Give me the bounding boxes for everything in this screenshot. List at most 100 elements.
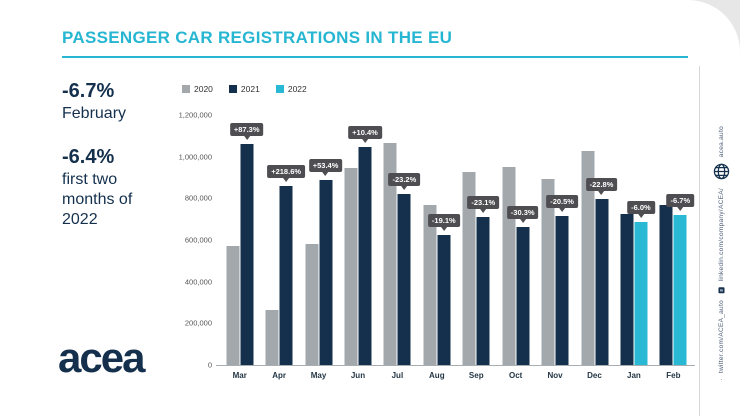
- delta-label-mar: +87.3%: [229, 122, 264, 140]
- chart-legend: 2020 2021 2022: [182, 84, 307, 94]
- bar-2020-oct: [502, 167, 516, 365]
- x-tick-label-mar: Mar: [232, 371, 247, 380]
- highlight-february-label: February: [62, 105, 127, 122]
- legend-swatch-2020: [182, 85, 190, 93]
- globe-icon: [713, 163, 729, 180]
- bar-2021-aug: [437, 235, 451, 365]
- bar-2021-nov: [555, 216, 569, 365]
- delta-label-feb: -6.7%: [666, 193, 695, 211]
- bars-apr: [265, 186, 293, 365]
- x-tick-label-oct: Oct: [508, 371, 523, 380]
- bar-2021-jun: [358, 147, 372, 365]
- month-group-dec: -22.8% Dec: [575, 115, 618, 380]
- acea-logo: acea: [58, 334, 145, 381]
- bars-oct: [502, 167, 530, 365]
- delta-label-pointer: [361, 139, 368, 143]
- x-tick-label-feb: Feb: [666, 371, 681, 380]
- y-tick-label: 1,000,000: [178, 152, 212, 162]
- bar-2021-oct: [516, 227, 530, 365]
- month-group-nov: -20.5% Nov: [535, 115, 578, 380]
- bars-feb: [659, 205, 687, 365]
- month-group-feb: -6.7% Feb: [654, 115, 695, 380]
- delta-label-may: +53.4%: [308, 158, 343, 176]
- delta-label-pointer: [559, 208, 566, 212]
- website-url: acea.auto: [717, 125, 725, 157]
- bars-aug: [423, 205, 451, 365]
- month-group-jun: +10.4% Jun: [338, 115, 382, 380]
- delta-label-pointer: [637, 214, 644, 218]
- legend-item-2021: 2021: [228, 84, 260, 94]
- bars-dec: [581, 151, 608, 365]
- legend-swatch-2022: [275, 85, 284, 93]
- y-axis: 1,200,000 1,000,000 800,000 600,000 400,000 2…: [158, 111, 212, 370]
- month-group-jan: -6.0% Jan: [614, 115, 655, 380]
- highlight-february: -6.7% February: [62, 80, 167, 124]
- highlight-ytd-value: -6.4%: [62, 146, 115, 168]
- twitter-icon: [720, 379, 722, 380]
- social-link-website[interactable]: acea.auto: [705, 76, 737, 180]
- x-tick-label-nov: Nov: [547, 371, 563, 380]
- bars-jan: [620, 214, 648, 365]
- social-link-twitter[interactable]: twitter.com/ACEA_auto: [705, 300, 737, 380]
- bar-2020-nov: [541, 179, 555, 365]
- delta-label-pointer: [243, 136, 250, 140]
- bar-2020-jul: [383, 143, 397, 365]
- month-group-apr: +218.6% Apr: [259, 115, 306, 380]
- delta-label-jul: -23.2%: [388, 172, 421, 190]
- bar-2021-jul: [397, 194, 411, 365]
- bar-2020-aug: [423, 205, 437, 365]
- y-tick-label: 0: [207, 360, 212, 370]
- bar-2021-dec: [595, 199, 608, 365]
- bar-2021-may: [319, 180, 333, 365]
- delta-label-pointer: [480, 209, 487, 213]
- bars-jul: [383, 143, 411, 365]
- x-tick-label-may: May: [310, 371, 327, 380]
- bar-2021-feb: [659, 205, 673, 365]
- svg-text:in: in: [719, 289, 722, 293]
- month-group-may: +53.4% May: [299, 115, 343, 380]
- y-tick-label: 600,000: [184, 235, 212, 245]
- delta-label-jun: +10.4%: [348, 125, 382, 143]
- x-tick-label-jul: Jul: [391, 371, 404, 380]
- twitter-url: twitter.com/ACEA_auto: [717, 300, 725, 374]
- bar-2020-dec: [581, 151, 594, 365]
- month-group-oct: -30.3% Oct: [496, 115, 539, 380]
- highlight-february-value: -6.7%: [62, 80, 115, 102]
- y-tick-label: 800,000: [184, 193, 212, 203]
- plot-area: +87.3% Mar +218.6% Apr +53.4% May +10.4% Jun -23…: [220, 115, 695, 380]
- bar-2020-may: [305, 244, 319, 365]
- delta-label-pointer: [677, 207, 684, 211]
- delta-label-dec: -22.8%: [585, 177, 618, 195]
- bar-2021-apr: [279, 186, 293, 365]
- bars-jun: [344, 147, 372, 365]
- legend-item-2020: 2020: [182, 84, 213, 94]
- bars-sep: [462, 172, 490, 365]
- y-tick-label: 400,000: [184, 277, 212, 287]
- delta-label-sep: -23.1%: [467, 195, 500, 213]
- delta-label-pointer: [322, 172, 329, 176]
- legend-swatch-2021: [228, 85, 237, 93]
- legend-item-2022: 2022: [275, 84, 307, 94]
- social-link-linkedin[interactable]: linkedin.com/company/ACEA/ in: [705, 188, 737, 294]
- linkedin-url: linkedin.com/company/ACEA/: [717, 188, 725, 282]
- delta-label-oct: -30.3%: [506, 205, 539, 223]
- delta-label-apr: +218.6%: [267, 164, 306, 182]
- x-tick-label-sep: Sep: [468, 371, 484, 380]
- title-underline: [62, 56, 688, 58]
- bars-mar: [226, 144, 254, 365]
- bar-2020-mar: [226, 246, 240, 365]
- sidebar-divider: [699, 66, 700, 416]
- bar-2021-jan: [620, 214, 634, 365]
- x-tick-label-dec: Dec: [587, 371, 602, 380]
- delta-label-pointer: [440, 227, 447, 231]
- bars-may: [305, 180, 333, 365]
- month-group-mar: +87.3% Mar: [220, 115, 264, 380]
- month-group-aug: -19.1% Aug: [417, 115, 460, 380]
- legend-label-2021: 2021: [240, 84, 260, 94]
- bar-2020-apr: [265, 310, 279, 365]
- delta-label-pointer: [519, 219, 526, 223]
- legend-label-2020: 2020: [194, 84, 213, 94]
- highlight-ytd: -6.4% first two months of 2022: [62, 146, 167, 230]
- linkedin-icon: in: [717, 287, 725, 294]
